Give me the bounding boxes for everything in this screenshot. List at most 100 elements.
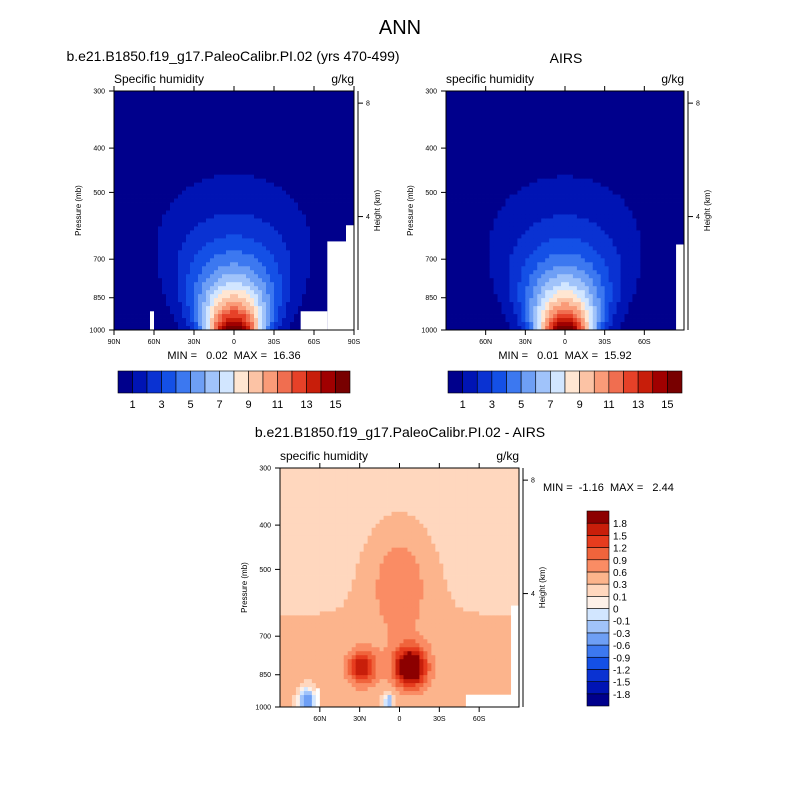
contour-cell (286, 238, 291, 243)
contour-cell (298, 194, 303, 199)
contour-cell (473, 266, 479, 271)
contour-cell (262, 126, 267, 132)
contour-cell (338, 178, 343, 184)
contour-cell (226, 294, 231, 299)
contour-cell (242, 290, 247, 295)
contour-cell (457, 310, 463, 315)
contour-cell (266, 178, 271, 184)
contour-cell (146, 210, 151, 215)
contour-cell (330, 106, 335, 112)
contour-cell (178, 146, 183, 152)
contour-cell (274, 222, 279, 227)
contour-cell (230, 146, 235, 152)
contour-cell (477, 326, 483, 331)
contour-cell (182, 166, 187, 172)
contour-cell (126, 230, 131, 235)
contour-cell (469, 306, 475, 311)
contour-cell (338, 182, 343, 187)
contour-cell (214, 270, 219, 275)
contour-cell (190, 118, 195, 124)
contour-cell (118, 146, 123, 152)
contour-cell (206, 306, 211, 311)
contour-cell (206, 110, 211, 116)
contour-cell (485, 314, 491, 319)
contour-cell (230, 206, 235, 211)
contour-cell (222, 114, 227, 120)
contour-cell (234, 294, 239, 299)
contour-cell (258, 94, 263, 100)
contour-cell (278, 326, 283, 331)
contour-cell (517, 130, 522, 136)
contour-cell (278, 298, 283, 303)
contour-cell (509, 278, 514, 283)
contour-cell (294, 314, 299, 319)
contour-cell (346, 222, 351, 227)
contour-cell (322, 98, 327, 104)
contour-cell (453, 182, 459, 187)
contour-cell (250, 222, 255, 227)
contour-cell (529, 294, 534, 299)
contour-cell (242, 130, 247, 136)
contour-cell (246, 142, 251, 148)
contour-cell (182, 286, 187, 291)
contour-cell (457, 114, 463, 120)
contour-cell (453, 134, 459, 140)
contour-cell (130, 218, 135, 223)
contour-cell (178, 282, 183, 287)
contour-cell (138, 142, 143, 148)
contour-cell (218, 286, 223, 291)
contour-cell (254, 198, 259, 203)
contour-cell (469, 294, 475, 299)
contour-cell (198, 254, 203, 259)
contour-cell (306, 174, 311, 180)
contour-cell (298, 178, 303, 184)
contour-cell (446, 138, 451, 144)
contour-cell (214, 254, 219, 259)
contour-cell (453, 230, 459, 235)
contour-cell (485, 310, 491, 315)
contour-cell (473, 242, 479, 247)
colorbar: 1 3 5 7 9 11 13 15 (117, 370, 351, 411)
contour-cell (274, 250, 279, 255)
contour-cell (138, 134, 143, 140)
contour-cell (326, 194, 331, 199)
contour-cell (505, 218, 510, 223)
contour-cell (521, 278, 526, 283)
contour-cell (513, 206, 518, 211)
contour-cell (146, 194, 151, 199)
contour-cell (449, 274, 455, 279)
contour-cell (314, 118, 319, 124)
contour-cell (270, 226, 275, 231)
contour-cell (270, 106, 275, 112)
contour-cell (250, 218, 255, 223)
contour-cell (306, 278, 311, 283)
contour-cell (234, 94, 239, 100)
contour-cell (449, 126, 455, 132)
contour-cell (342, 146, 347, 152)
contour-cell (318, 294, 323, 299)
contour-cell (449, 258, 455, 263)
contour-cell (465, 106, 471, 112)
contour-cell (154, 290, 159, 295)
contour-cell (302, 130, 307, 136)
contour-cell (226, 222, 231, 227)
contour-cell (146, 266, 151, 271)
contour-cell (182, 302, 187, 307)
contour-cell (118, 298, 123, 303)
contour-cell (334, 218, 339, 223)
contour-cell (314, 186, 319, 191)
contour-cell (222, 134, 227, 140)
contour-cell (322, 146, 327, 152)
contour-cell (174, 322, 179, 327)
contour-cell (330, 130, 335, 136)
contour-cell (342, 138, 347, 144)
contour-cell (286, 130, 291, 136)
contour-cell (122, 234, 127, 239)
contour-cell (126, 94, 131, 100)
contour-cell (130, 194, 135, 199)
contour-cell (282, 258, 287, 263)
contour-cell (481, 190, 487, 195)
contour-cell (501, 218, 506, 223)
contour-cell (202, 210, 207, 215)
contour-cell (182, 102, 187, 108)
